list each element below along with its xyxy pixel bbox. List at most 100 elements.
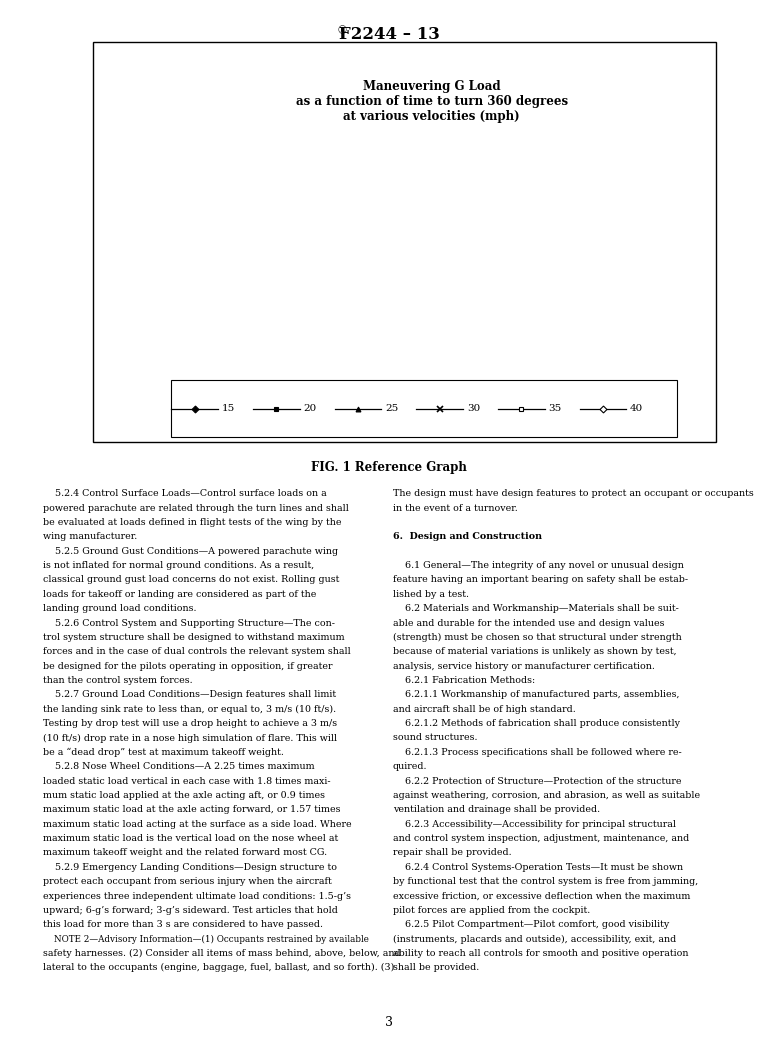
Text: lateral to the occupants (engine, baggage, fuel, ballast, and so forth). (3): lateral to the occupants (engine, baggag…: [43, 963, 394, 972]
15: [687, 322, 696, 334]
Text: maximum static load is the vertical load on the nose wheel at: maximum static load is the vertical load…: [43, 834, 338, 843]
Text: quired.: quired.: [393, 762, 427, 771]
Text: shall be provided.: shall be provided.: [393, 963, 479, 972]
Text: 6.2.5 Pilot Compartment—Pilot comfort, good visibility: 6.2.5 Pilot Compartment—Pilot comfort, g…: [393, 920, 669, 930]
Text: 25: 25: [385, 404, 398, 413]
Text: because of material variations is unlikely as shown by test,: because of material variations is unlike…: [393, 648, 677, 656]
25: [168, 223, 177, 235]
25: [604, 313, 613, 326]
Line: 35: 35: [170, 173, 706, 316]
Text: 6.2 Materials and Workmanship—Materials shall be suit-: 6.2 Materials and Workmanship—Materials …: [393, 604, 678, 613]
Text: Maneuvering G Load
as a function of time to turn 360 degrees
at various velociti: Maneuvering G Load as a function of time…: [296, 80, 568, 123]
Text: 5.2.5 Ground Gust Conditions—A powered parachute wing: 5.2.5 Ground Gust Conditions—A powered p…: [43, 547, 338, 556]
30: [421, 294, 430, 306]
25: [485, 307, 494, 320]
Text: maximum takeoff weight and the related forward most CG.: maximum takeoff weight and the related f…: [43, 848, 327, 858]
Text: repair shall be provided.: repair shall be provided.: [393, 848, 511, 858]
30: [699, 312, 709, 325]
15: [456, 318, 465, 330]
20: [424, 309, 433, 322]
35: [456, 289, 465, 302]
Text: 35: 35: [548, 404, 562, 413]
Text: excessive friction, or excessive deflection when the maximum: excessive friction, or excessive deflect…: [393, 891, 690, 900]
40: [178, 155, 187, 168]
Text: upward; 6-g’s forward; 3-g’s sideward. Test articles that hold: upward; 6-g’s forward; 3-g’s sideward. T…: [43, 906, 338, 915]
Text: this load for more than 3 s are considered to have passed.: this load for more than 3 s are consider…: [43, 920, 323, 930]
Text: 6.2.3 Accessibility—Accessibility for principal structural: 6.2.3 Accessibility—Accessibility for pr…: [393, 819, 676, 829]
Text: (strength) must be chosen so that structural under strength: (strength) must be chosen so that struct…: [393, 633, 682, 642]
35: [424, 285, 433, 298]
Text: maximum static load at the axle acting forward, or 1.57 times: maximum static load at the axle acting f…: [43, 806, 340, 814]
15: [424, 315, 433, 328]
Text: mum static load applied at the axle acting aft, or 0.9 times: mum static load applied at the axle acti…: [43, 791, 324, 799]
Text: 6.2.4 Control Systems-Operation Tests—It must be shown: 6.2.4 Control Systems-Operation Tests—It…: [393, 863, 683, 871]
40: [394, 270, 403, 282]
Text: 15: 15: [222, 404, 235, 413]
20: [604, 318, 613, 330]
20: [699, 320, 709, 332]
Text: 5.2.9 Emergency Landing Conditions—Design structure to: 5.2.9 Emergency Landing Conditions—Desig…: [43, 863, 337, 871]
Text: ventilation and drainage shall be provided.: ventilation and drainage shall be provid…: [393, 806, 600, 814]
Text: maximum static load acting at the surface as a side load. Where: maximum static load acting at the surfac…: [43, 819, 352, 829]
20: [421, 309, 430, 322]
Text: able and durable for the intended use and design values: able and durable for the intended use an…: [393, 618, 664, 628]
25: [424, 302, 433, 314]
35: [687, 307, 696, 320]
Text: feature having an important bearing on safety shall be estab-: feature having an important bearing on s…: [393, 576, 688, 584]
Text: loaded static load vertical in each case with 1.8 times maxi-: loaded static load vertical in each case…: [43, 777, 331, 786]
30: [424, 294, 433, 306]
Text: forces and in the case of dual controls the relevant system shall: forces and in the case of dual controls …: [43, 648, 351, 656]
20: [456, 311, 465, 324]
20: [687, 320, 696, 332]
Text: wing manufacturer.: wing manufacturer.: [43, 532, 137, 541]
Y-axis label: Maneuvering G Load - G's: Maneuvering G Load - G's: [120, 195, 130, 341]
30: [456, 298, 465, 310]
Text: 6.2.1.2 Methods of fabrication shall produce consistently: 6.2.1.2 Methods of fabrication shall pro…: [393, 719, 680, 728]
Text: ®: ®: [337, 26, 348, 36]
25: [421, 302, 430, 314]
15: [421, 315, 430, 328]
Text: the landing sink rate to less than, or equal to, 3 m/s (10 ft/s).: the landing sink rate to less than, or e…: [43, 705, 336, 714]
Text: be a “dead drop” test at maximum takeoff weight.: be a “dead drop” test at maximum takeoff…: [43, 747, 284, 757]
Text: FIG. 1 Reference Graph: FIG. 1 Reference Graph: [311, 461, 467, 474]
30: [485, 300, 494, 312]
Text: against weathering, corrosion, and abrasion, as well as suitable: against weathering, corrosion, and abras…: [393, 791, 700, 799]
35: [485, 293, 494, 305]
40: [699, 304, 709, 316]
Line: 20: 20: [170, 253, 706, 328]
15: [485, 319, 494, 331]
Text: 6.1 General—The integrity of any novel or unusual design: 6.1 General—The integrity of any novel o…: [393, 561, 684, 570]
Text: Testing by drop test will use a drop height to achieve a 3 m/s: Testing by drop test will use a drop hei…: [43, 719, 337, 728]
Text: 5.2.6 Control System and Supporting Structure—The con-: 5.2.6 Control System and Supporting Stru…: [43, 618, 335, 628]
Line: 30: 30: [170, 200, 707, 322]
Text: 3: 3: [385, 1016, 393, 1029]
Text: and aircraft shall be of high standard.: and aircraft shall be of high standard.: [393, 705, 576, 714]
Text: The design must have design features to protect an occupant or occupants: The design must have design features to …: [393, 489, 754, 499]
15: [604, 321, 613, 333]
Text: trol system structure shall be designed to withstand maximum: trol system structure shall be designed …: [43, 633, 345, 642]
Text: powered parachute are related through the turn lines and shall: powered parachute are related through th…: [43, 504, 349, 512]
25: [687, 315, 696, 328]
30: [604, 308, 613, 321]
20: [485, 313, 494, 326]
Text: classical ground gust load concerns do not exist. Rolling gust: classical ground gust load concerns do n…: [43, 576, 339, 584]
Text: 30: 30: [467, 404, 480, 413]
Text: and control system inspection, adjustment, maintenance, and: and control system inspection, adjustmen…: [393, 834, 689, 843]
35: [421, 284, 430, 297]
Text: sound structures.: sound structures.: [393, 734, 478, 742]
Text: 5.2.4 Control Surface Loads—Control surface loads on a: 5.2.4 Control Surface Loads—Control surf…: [43, 489, 327, 499]
Text: be evaluated at loads defined in flight tests of the wing by the: be evaluated at loads defined in flight …: [43, 518, 342, 527]
40: [628, 299, 637, 311]
Text: protect each occupant from serious injury when the aircraft: protect each occupant from serious injur…: [43, 878, 331, 886]
Line: 25: 25: [170, 227, 706, 325]
Text: (instruments, placards and outside), accessibility, exit, and: (instruments, placards and outside), acc…: [393, 935, 676, 944]
Line: 15: 15: [170, 279, 706, 331]
Text: 6.2.1.1 Workmanship of manufactured parts, assemblies,: 6.2.1.1 Workmanship of manufactured part…: [393, 690, 679, 700]
Line: 40: 40: [180, 159, 706, 312]
Text: 6.2.1.3 Process specifications shall be followed where re-: 6.2.1.3 Process specifications shall be …: [393, 747, 682, 757]
Text: 6.2.2 Protection of Structure—Protection of the structure: 6.2.2 Protection of Structure—Protection…: [393, 777, 682, 786]
Text: in the event of a turnover.: in the event of a turnover.: [393, 504, 517, 512]
30: [168, 197, 177, 209]
Text: 5.2.7 Ground Load Conditions—Design features shall limit: 5.2.7 Ground Load Conditions—Design feat…: [43, 690, 336, 700]
Text: safety harnesses. (2) Consider all items of mass behind, above, below, and: safety harnesses. (2) Consider all items…: [43, 949, 401, 958]
